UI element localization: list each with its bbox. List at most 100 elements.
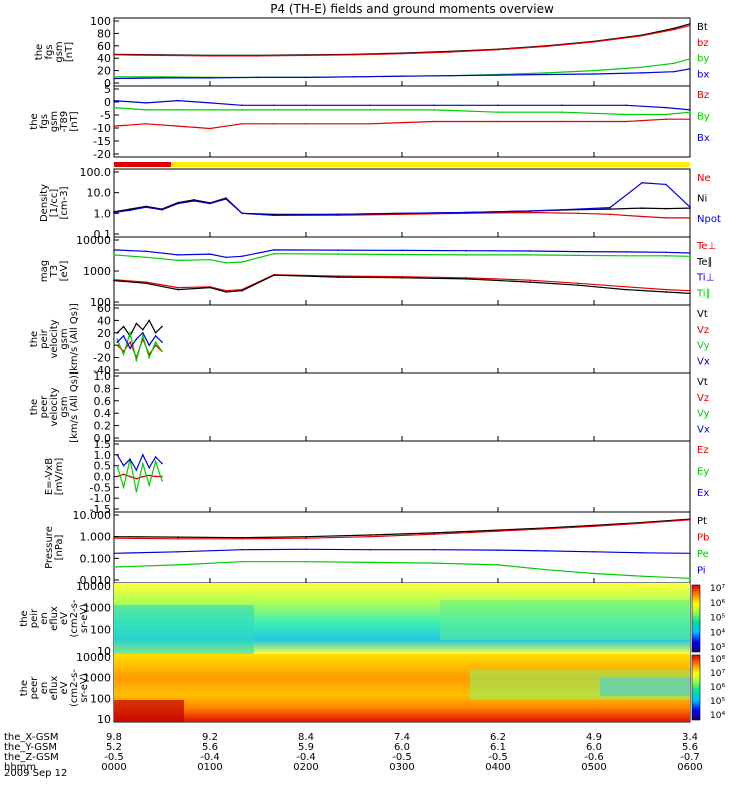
x-axis-labels: the_X-GSM 9.8 9.2 8.4 7.4 6.2 4.9 3.4 the_Y-GSM 5…: [4, 732, 703, 773]
panel-peer-velocity: 1.00.80.60.40.20.0 the peer velocity gsm [km/…: [29, 370, 710, 445]
legend-entry: Npot: [697, 214, 721, 225]
x-axis-row-label: the_Y-GSM: [4, 742, 57, 753]
y-axis-label-line: gsm: [54, 41, 65, 62]
plot-title: P4 (TH-E) fields and ground moments over…: [270, 2, 554, 16]
data-point: [142, 475, 144, 478]
data-point: [154, 475, 157, 478]
data-point: [177, 288, 179, 291]
data-point: [209, 202, 211, 205]
y-tick-label: 0.010: [80, 574, 112, 587]
x-axis-value: -0.4: [200, 752, 220, 763]
data-point: [369, 109, 371, 111]
y-axis-label-line: en: [39, 682, 50, 695]
data-point: [241, 255, 243, 258]
data-point: [177, 202, 179, 205]
y-tick-label: 10000: [76, 580, 111, 593]
legend-entry: Ey: [697, 467, 709, 478]
date-label: 2009 Sep 12: [4, 768, 67, 779]
data-point: [689, 255, 691, 258]
data-point: [209, 253, 211, 255]
colorbar-label: 10³: [710, 643, 725, 653]
data-point: [135, 469, 138, 471]
data-point: [129, 208, 131, 210]
x-axis-value: 0200: [293, 762, 318, 773]
data-point: [241, 109, 243, 111]
data-point: [241, 536, 243, 539]
data-point: [257, 55, 259, 57]
data-point: [148, 319, 150, 322]
data-point: [433, 104, 435, 107]
data-point: [369, 104, 371, 107]
data-point: [625, 251, 627, 253]
y-tick-label: 20: [97, 327, 111, 340]
y-tick-label: 60: [97, 40, 111, 53]
y-axis-label-line: [nPa]: [54, 534, 65, 560]
y-tick-label: 0.2: [94, 420, 112, 433]
colorbar-label: 10⁷: [710, 584, 725, 594]
data-point: [465, 278, 467, 280]
data-point: [369, 535, 371, 538]
data-point: [433, 548, 435, 551]
y-axis-label-line: the: [29, 399, 40, 415]
data-point: [689, 577, 691, 580]
data-point: [689, 292, 691, 295]
y-tick-label: 1.5: [94, 438, 112, 451]
data-point: [148, 467, 150, 469]
data-point: [113, 552, 115, 555]
y-axis-label-line: sr-eV): [79, 673, 90, 702]
y-tick-label: 1.0: [94, 207, 112, 220]
data-point: [545, 72, 547, 74]
data-point: [401, 253, 403, 256]
y-axis-label-line: Density: [39, 184, 50, 222]
x-axis-value: 6.0: [586, 742, 602, 753]
panel-density: 100.0 10.0 1.0 0.1 Density [1/cc] [cm-3] Ne Ni Np…: [39, 166, 721, 241]
data-point: [673, 28, 675, 31]
legend-entry: Vt: [697, 377, 708, 388]
data-point: [545, 45, 547, 48]
y-tick-label: 10.0: [87, 187, 112, 200]
data-point: [625, 120, 627, 123]
data-point: [529, 211, 531, 214]
panel-frame: [113, 304, 691, 374]
data-point: [529, 254, 531, 256]
data-point: [225, 198, 227, 200]
data-point: [433, 562, 435, 564]
data-point: [161, 54, 163, 57]
y-tick-label: 100: [90, 692, 111, 705]
data-point: [545, 550, 547, 552]
x-axis-value: -0.5: [392, 752, 412, 763]
y-axis-label-line: the: [34, 44, 45, 60]
y-axis-label-line: Pressure: [44, 526, 55, 569]
data-point: [145, 206, 147, 208]
data-point: [593, 69, 595, 72]
data-point: [148, 356, 150, 359]
y-axis-label-line: fgs: [44, 44, 55, 59]
legend-entry: Vy: [697, 341, 710, 352]
y-tick-label: -1.5: [90, 503, 111, 516]
data-point: [545, 528, 547, 530]
data-point: [689, 252, 691, 254]
series-pressure-Pi: [113, 548, 691, 554]
legend-entry: Ex: [697, 488, 709, 499]
y-tick-label: -0.5: [90, 481, 111, 494]
data-point: [305, 537, 307, 539]
data-point: [145, 123, 147, 125]
y-tick-label: 5: [104, 83, 111, 96]
data-point: [116, 332, 118, 334]
panel-frame: [113, 168, 691, 238]
data-point: [209, 55, 211, 57]
data-point: [154, 332, 157, 334]
y-axis-label-line: E=-VxB: [44, 458, 55, 495]
data-point: [257, 76, 259, 79]
y-axis-label-line: the: [19, 610, 30, 626]
legend-entry: Ti∥: [696, 288, 711, 299]
legend-entry: Vt: [697, 309, 708, 320]
y-tick-label: 10000: [76, 651, 111, 664]
series-fgs-gsm-bz: [113, 24, 691, 57]
data-point: [129, 347, 131, 350]
y-axis-label-line: [km/s (All Qs)]: [69, 371, 80, 443]
legend-entry: Vz: [697, 325, 709, 336]
data-point: [641, 522, 643, 524]
data-point: [116, 464, 118, 467]
data-point: [641, 72, 643, 74]
